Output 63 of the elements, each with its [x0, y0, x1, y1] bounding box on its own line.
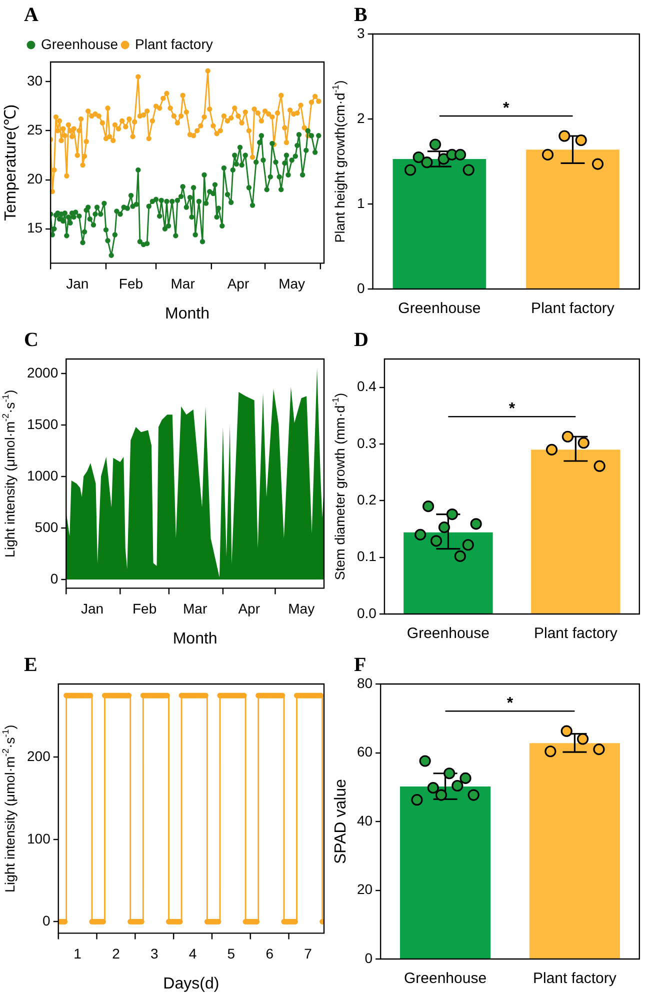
- y-tick-label: 0: [42, 912, 51, 929]
- y-axis-title: SPAD value: [332, 778, 350, 864]
- y-tick-label: 1: [356, 194, 365, 211]
- annotation: *: [508, 400, 516, 418]
- y-tick-label: 40: [356, 812, 373, 828]
- x-tick-label: 4: [188, 945, 197, 962]
- chart-title: B: [354, 4, 368, 26]
- y-axis-title: Stem diameter growth (mm·d-1): [330, 392, 348, 580]
- y-tick-label: 3: [356, 24, 365, 41]
- x-tick-label: Feb: [132, 600, 157, 616]
- x-axis-title: Days(d): [163, 975, 220, 992]
- legend-label: Plant factory: [135, 36, 213, 52]
- x-tick-label: Mar: [170, 275, 196, 292]
- x-tick-label: Apr: [238, 600, 260, 616]
- y-tick-label: 0.2: [356, 492, 377, 508]
- y-tick-label: 15: [26, 220, 43, 236]
- chart-title: E: [24, 654, 38, 676]
- x-tick-label: Jan: [66, 275, 89, 292]
- x-tick-label: Feb: [118, 275, 144, 292]
- x-axis-title: Month: [165, 305, 210, 322]
- y-tick-label: 2000: [26, 364, 58, 380]
- legend-label: Greenhouse: [41, 36, 118, 52]
- chart-title: D: [354, 329, 368, 352]
- y-tick-label: 25: [26, 122, 43, 138]
- chart-title: C: [24, 329, 38, 352]
- y-tick-label: 500: [34, 518, 58, 535]
- y-tick-label: 100: [27, 830, 51, 846]
- y-tick-label: 0.1: [356, 548, 377, 564]
- x-tick-label: 6: [266, 945, 274, 962]
- chart-title: F: [354, 654, 366, 676]
- y-axis-title: Light intensity (μmol·m-2·s-1): [0, 724, 18, 893]
- chart-title: A: [24, 4, 39, 26]
- x-tick-label: 3: [150, 945, 158, 962]
- x-tick-label: 2: [112, 945, 120, 962]
- x-tick-label: May: [278, 275, 306, 292]
- y-tick-label: 0: [50, 570, 58, 586]
- x-tick-label: Apr: [227, 275, 250, 292]
- y-tick-label: 0.4: [356, 378, 377, 394]
- y-tick-label: 60: [356, 744, 373, 760]
- y-axis-title: Temperature(℃): [2, 104, 20, 221]
- y-tick-label: 1000: [26, 467, 58, 484]
- y-axis-title: Light intensity (μmol·m-2·s-1): [0, 390, 18, 558]
- x-tick-label: 5: [227, 945, 236, 962]
- annotation: *: [502, 100, 510, 117]
- x-tick-label: May: [288, 600, 315, 616]
- y-tick-label: 0.0: [356, 604, 377, 621]
- y-axis-title: Plant height growth(cm·d-1): [330, 80, 348, 243]
- x-tick-label: 7: [304, 945, 312, 962]
- y-tick-label: 0: [356, 280, 365, 296]
- y-tick-label: 0.3: [356, 434, 377, 451]
- x-tick-label: Jan: [80, 600, 104, 616]
- annotation: *: [506, 695, 514, 712]
- y-tick-label: 0: [364, 950, 373, 966]
- y-tick-label: 30: [26, 72, 43, 88]
- x-axis-title: Month: [172, 630, 218, 648]
- y-tick-label: 80: [356, 674, 373, 691]
- y-tick-label: 2: [356, 110, 365, 126]
- x-tick-label: 1: [74, 945, 82, 962]
- y-tick-label: 200: [27, 748, 51, 764]
- y-tick-label: 20: [356, 881, 373, 898]
- y-tick-label: 1500: [26, 416, 58, 432]
- y-tick-label: 20: [26, 170, 43, 187]
- x-tick-label: Mar: [183, 600, 208, 616]
